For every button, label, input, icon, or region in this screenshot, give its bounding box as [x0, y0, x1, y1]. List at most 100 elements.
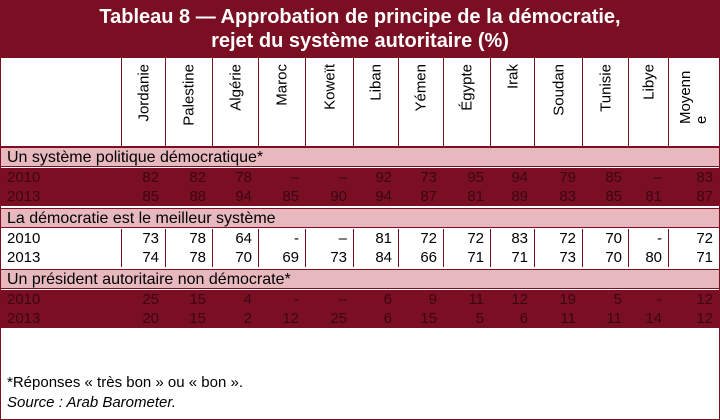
- table-cell: –: [290, 169, 299, 186]
- column-divider: [305, 248, 306, 267]
- table-cell: –: [653, 169, 662, 186]
- column-divider: [628, 248, 629, 267]
- column-divider: [668, 248, 669, 267]
- table-cell: 71: [511, 249, 528, 266]
- table-cell: 6: [383, 291, 392, 308]
- table-cell: 83: [696, 169, 713, 186]
- footnote: *Réponses « très bon » ou « bon ».: [7, 374, 244, 391]
- column-divider: [443, 229, 444, 248]
- table-cell: 73: [420, 169, 437, 186]
- title-line-1: Tableau 8 — Approbation de principe de l…: [99, 6, 621, 28]
- table-cell: 71: [696, 249, 713, 266]
- table-cell: 70: [605, 249, 622, 266]
- column-header-label: Moyenn e: [677, 70, 710, 124]
- column-header-label: Liban: [367, 64, 385, 101]
- column-header: Libye: [628, 58, 668, 146]
- table-cell: 5: [613, 291, 622, 308]
- column-header-label: Maroc: [273, 64, 291, 106]
- table-cell: 64: [235, 230, 252, 247]
- table-cell: 20: [142, 310, 159, 327]
- column-header: Égypte: [443, 58, 490, 146]
- table-cell: 73: [330, 249, 347, 266]
- table-cell: 81: [375, 230, 392, 247]
- table-cell: 87: [420, 188, 437, 205]
- column-header-label: Tunisie: [597, 64, 614, 112]
- column-header-label: Algérie: [227, 64, 244, 111]
- table-cell: 83: [511, 230, 528, 247]
- table-cell: 19: [559, 291, 576, 308]
- table-cell: 72: [696, 230, 713, 247]
- column-divider: [398, 229, 399, 248]
- row-year-label: 2013: [7, 310, 41, 327]
- section-heading: Un président autoritaire non démocrate*: [1, 269, 719, 289]
- column-divider: [212, 229, 213, 248]
- table-cell: 81: [645, 188, 662, 205]
- table-cell: 95: [467, 169, 484, 186]
- column-divider: [165, 248, 166, 267]
- row-year-label: 2010: [7, 230, 41, 247]
- column-header-label: Jordanie: [135, 64, 152, 122]
- table-cell: 85: [605, 188, 622, 205]
- column-divider: [353, 229, 354, 248]
- row-year-label: 2013: [7, 249, 41, 266]
- table-cell: 5: [475, 310, 484, 327]
- table-cell: 81: [467, 188, 484, 205]
- column-header-label: Soudan: [550, 64, 567, 116]
- column-header-label: Égypte: [458, 64, 476, 111]
- table-row: 2010 25 15 4 - – 6 9 11 12 19 5 - 12: [1, 290, 719, 309]
- table-cell: 9: [428, 291, 437, 308]
- column-header-label: Irak: [504, 64, 521, 90]
- table-cell: 82: [189, 169, 206, 186]
- row-year-label: 2013: [7, 188, 41, 205]
- table-cell: 11: [560, 310, 576, 327]
- table-cell: 12: [696, 310, 713, 327]
- section-heading: La démocratie est le meilleur système: [1, 208, 719, 228]
- column-divider: [582, 248, 583, 267]
- table-cell: 83: [559, 188, 576, 205]
- column-divider: [668, 229, 669, 248]
- column-divider: [490, 248, 491, 267]
- column-divider: [353, 248, 354, 267]
- table-cell: 87: [696, 188, 713, 205]
- table-cell: 80: [645, 249, 662, 266]
- table-cell: 72: [467, 230, 484, 247]
- table-cell: –: [338, 291, 347, 308]
- table-cell: -: [657, 230, 662, 247]
- column-header: Soudan: [534, 58, 582, 146]
- table-cell: 78: [189, 249, 206, 266]
- column-divider: [534, 248, 535, 267]
- table-cell: 74: [142, 249, 159, 266]
- table-cell: –: [338, 169, 347, 186]
- table-cell: 15: [189, 310, 206, 327]
- table-row: 2010 82 82 78 – – 92 73 95 94 79 85 – 83: [1, 168, 719, 187]
- column-header: Jordanie: [121, 58, 165, 146]
- table-cell: 25: [142, 291, 159, 308]
- table-row: 2013 20 15 2 12 25 6 15 5 6 11 11 14 12: [1, 309, 719, 328]
- column-divider: [628, 229, 629, 248]
- table-cell: 82: [142, 169, 159, 186]
- table-cell: 89: [511, 188, 528, 205]
- table-row: 2013 85 88 94 85 90 94 87 81 89 83 85 81 87: [1, 187, 719, 206]
- column-header-label: Yémen: [412, 64, 430, 112]
- table-cell: 71: [467, 249, 484, 266]
- column-header: Irak: [490, 58, 534, 146]
- table-cell: 90: [330, 188, 347, 205]
- table-cell: -: [294, 291, 299, 308]
- column-header: Algérie: [212, 58, 258, 146]
- table-cell: 85: [282, 188, 299, 205]
- table-cell: 94: [375, 188, 392, 205]
- table-row: 2010 73 78 64 - – 81 72 72 83 72 70 - 72: [1, 229, 719, 248]
- source-note: Source : Arab Barometer.: [7, 394, 176, 411]
- table-cell: 12: [282, 310, 299, 327]
- column-divider: [121, 248, 122, 267]
- table-cell: 94: [511, 169, 528, 186]
- table-cell: 15: [420, 310, 437, 327]
- table-cell: 6: [519, 310, 528, 327]
- table-title: Tableau 8 — Approbation de principe de l…: [1, 1, 719, 58]
- column-divider: [212, 248, 213, 267]
- column-header: Palestine: [165, 58, 212, 146]
- table-cell: 78: [235, 169, 252, 186]
- column-header: Tunisie: [582, 58, 628, 146]
- table-cell: -: [657, 291, 662, 308]
- column-header-label: Palestine: [180, 64, 198, 126]
